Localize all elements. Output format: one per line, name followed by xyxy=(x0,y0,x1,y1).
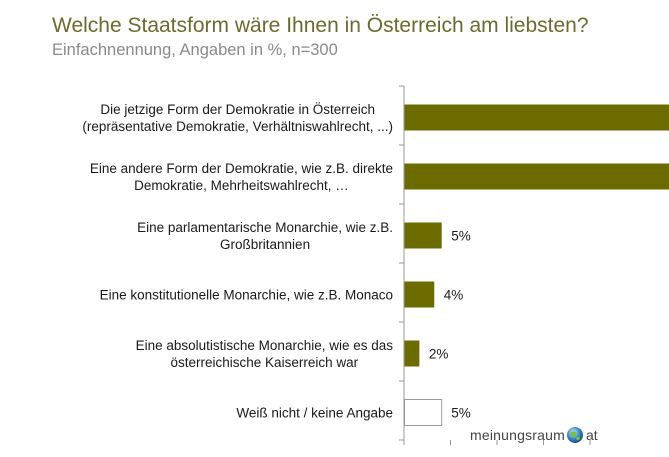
bar-6 xyxy=(404,399,443,426)
logo-suffix: at xyxy=(586,427,598,443)
bar-3 xyxy=(404,222,442,249)
bar-4 xyxy=(404,281,435,308)
category-label-4: Eine konstitutionelle Monarchie, wie z.B… xyxy=(100,288,393,303)
category-label-line: Weiß nicht / keine Angabe xyxy=(236,406,393,421)
logo-text: meinungsraum xyxy=(470,427,565,443)
category-label-line: österreichische Kaiserreich war xyxy=(171,355,359,370)
value-label-4: 4% xyxy=(444,288,464,303)
value-label-5: 2% xyxy=(429,347,449,362)
chart-title: Welche Staatsform wäre Ihnen in Österrei… xyxy=(52,14,589,37)
category-label-2: Eine andere Form der Demokratie, wie z.B… xyxy=(90,161,393,193)
globe-icon xyxy=(567,427,583,443)
value-label-3: 5% xyxy=(451,229,471,244)
category-label-line: Eine parlamentarische Monarchie, wie z.B… xyxy=(137,220,393,235)
value-label-6: 5% xyxy=(451,406,471,421)
bar-2 xyxy=(404,163,669,190)
category-label-line: (repräsentative Demokratie, Verhältniswa… xyxy=(82,119,393,134)
logo: meinungsraum at xyxy=(470,424,598,446)
category-label-line: Eine andere Form der Demokratie, wie z.B… xyxy=(90,161,393,176)
chart-subtitle: Einfachnennung, Angaben in %, n=300 xyxy=(52,41,338,59)
bar-1 xyxy=(404,104,669,131)
category-label-5: Eine absolutistische Monarchie, wie es d… xyxy=(136,338,394,370)
category-label-line: Großbritannien xyxy=(220,237,310,252)
bar-5 xyxy=(404,340,420,367)
category-label-line: Die jetzige Form der Demokratie in Öster… xyxy=(100,102,375,117)
category-label-1: Die jetzige Form der Demokratie in Öster… xyxy=(82,102,393,134)
category-label-3: Eine parlamentarische Monarchie, wie z.B… xyxy=(137,220,393,252)
category-label-line: Eine absolutistische Monarchie, wie es d… xyxy=(136,338,394,353)
category-label-line: Eine konstitutionelle Monarchie, wie z.B… xyxy=(100,288,393,303)
category-label-line: Demokratie, Mehrheitswahlrecht, … xyxy=(134,178,349,193)
category-label-6: Weiß nicht / keine Angabe xyxy=(236,406,393,421)
